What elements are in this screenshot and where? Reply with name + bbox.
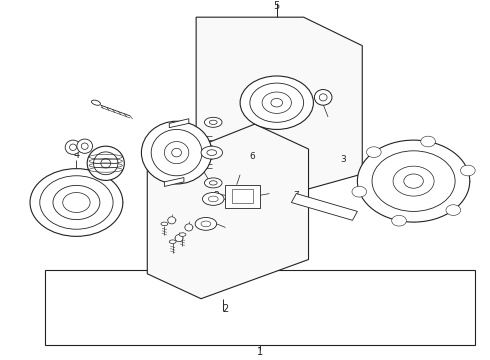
Ellipse shape: [209, 120, 217, 125]
Ellipse shape: [208, 196, 218, 202]
Ellipse shape: [70, 144, 76, 150]
Text: 5: 5: [273, 1, 280, 12]
Circle shape: [393, 166, 434, 196]
Ellipse shape: [201, 146, 222, 159]
Ellipse shape: [207, 150, 217, 156]
Text: 1: 1: [257, 347, 263, 357]
Polygon shape: [164, 177, 184, 186]
Circle shape: [357, 140, 470, 222]
Ellipse shape: [185, 224, 193, 231]
Ellipse shape: [195, 217, 217, 230]
Ellipse shape: [142, 121, 212, 184]
Ellipse shape: [77, 139, 93, 153]
Polygon shape: [232, 189, 253, 203]
Ellipse shape: [81, 143, 88, 149]
Ellipse shape: [204, 117, 222, 127]
Ellipse shape: [209, 181, 217, 185]
Polygon shape: [196, 17, 362, 202]
Ellipse shape: [172, 148, 181, 157]
Polygon shape: [225, 185, 260, 208]
Text: 2: 2: [222, 305, 228, 314]
Circle shape: [30, 168, 123, 237]
Polygon shape: [147, 124, 309, 299]
Ellipse shape: [168, 217, 175, 224]
Ellipse shape: [164, 141, 189, 164]
Circle shape: [446, 205, 461, 215]
Ellipse shape: [202, 193, 224, 205]
Polygon shape: [292, 194, 357, 220]
Ellipse shape: [204, 178, 222, 188]
Circle shape: [40, 176, 113, 229]
Ellipse shape: [201, 221, 211, 227]
Ellipse shape: [87, 146, 124, 180]
Polygon shape: [45, 270, 475, 345]
Circle shape: [63, 193, 90, 212]
Ellipse shape: [101, 159, 111, 168]
Ellipse shape: [65, 140, 81, 154]
Ellipse shape: [175, 235, 183, 242]
Circle shape: [367, 147, 381, 157]
Circle shape: [240, 76, 314, 130]
Circle shape: [53, 185, 100, 220]
Ellipse shape: [179, 233, 186, 237]
Circle shape: [404, 174, 423, 188]
Circle shape: [421, 136, 436, 147]
Text: 3: 3: [213, 191, 219, 200]
Circle shape: [352, 186, 367, 197]
Ellipse shape: [315, 90, 332, 105]
Ellipse shape: [319, 94, 327, 101]
Circle shape: [250, 83, 304, 122]
Text: 6: 6: [249, 152, 255, 161]
Ellipse shape: [169, 240, 176, 243]
Ellipse shape: [94, 152, 118, 175]
Circle shape: [372, 151, 455, 211]
Ellipse shape: [151, 130, 202, 176]
Circle shape: [262, 92, 292, 113]
Circle shape: [461, 165, 475, 176]
Polygon shape: [169, 119, 189, 128]
Text: 7: 7: [294, 191, 299, 200]
Ellipse shape: [92, 100, 100, 105]
Ellipse shape: [161, 222, 168, 226]
Circle shape: [271, 98, 283, 107]
Circle shape: [392, 215, 406, 226]
Text: 3: 3: [340, 155, 345, 164]
Text: 4: 4: [74, 150, 79, 160]
